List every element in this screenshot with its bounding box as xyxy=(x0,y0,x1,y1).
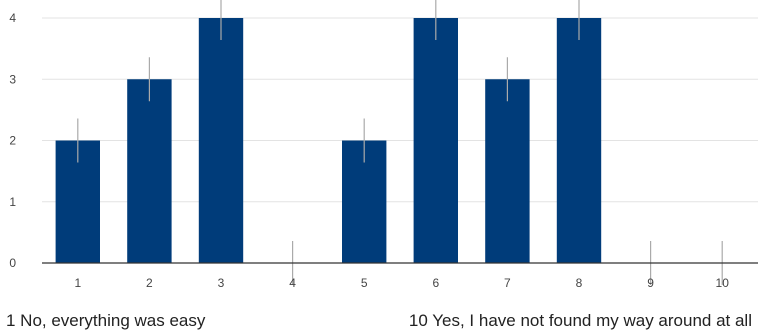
x-tick-label: 6 xyxy=(432,276,439,290)
x-axis-ticks: 1 2 3 4 5 6 7 8 9 10 xyxy=(74,276,729,290)
x-tick-label: 10 xyxy=(716,276,730,290)
y-tick-label: 0 xyxy=(9,256,16,270)
x-tick-label: 1 xyxy=(74,276,81,290)
y-tick-label: 1 xyxy=(9,195,16,209)
x-tick-label: 2 xyxy=(146,276,153,290)
bar xyxy=(485,79,530,263)
x-tick-label: 8 xyxy=(576,276,583,290)
bar xyxy=(413,18,458,263)
bars xyxy=(55,18,602,263)
bar xyxy=(556,18,602,263)
x-tick-label: 4 xyxy=(289,276,296,290)
bar-chart: 0 1 2 3 4 1 2 3 4 5 6 7 8 9 10 xyxy=(9,0,758,290)
error-bars xyxy=(77,0,723,285)
scale-high-label: 10 Yes, I have not found my way around a… xyxy=(408,311,752,330)
x-tick-label: 9 xyxy=(647,276,654,290)
y-tick-label: 3 xyxy=(9,72,16,86)
scale-low-label: 1 No, everything was easy xyxy=(6,311,206,330)
x-tick-label: 3 xyxy=(218,276,225,290)
y-tick-label: 2 xyxy=(9,134,16,148)
bar xyxy=(198,18,244,263)
bar xyxy=(127,79,172,263)
y-tick-label: 4 xyxy=(9,11,16,25)
x-tick-label: 5 xyxy=(361,276,368,290)
y-axis-ticks: 0 1 2 3 4 xyxy=(9,11,16,270)
x-tick-label: 7 xyxy=(504,276,511,290)
